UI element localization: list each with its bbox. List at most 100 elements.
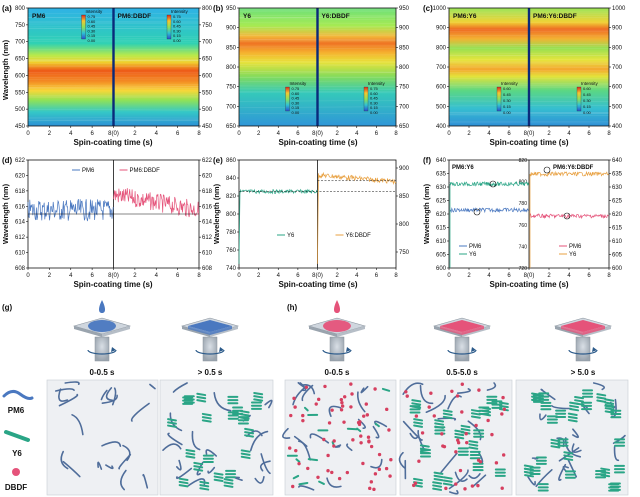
x-tick-label: 2 xyxy=(547,273,551,279)
dbdf-dot xyxy=(455,394,460,398)
y-tick-label: 840 xyxy=(226,176,237,182)
dbdf-dot xyxy=(366,435,371,439)
pm6-chain xyxy=(142,473,149,489)
line-panel-e: (e) 0 2 4 6 8(0) 2 4 6 8 860 840 820 800 780 760 740 900 8… xyxy=(212,156,410,289)
dbdf-dot xyxy=(460,410,464,414)
pm6-chain xyxy=(207,466,216,474)
y6-rod xyxy=(498,401,509,405)
dbdf-dot xyxy=(350,392,354,396)
y-tick-label-right: 600 xyxy=(612,266,623,272)
y6-rod xyxy=(178,477,189,481)
spin-stage-side xyxy=(309,326,337,337)
y-tick-label: 800 xyxy=(15,6,26,12)
y6-rod xyxy=(567,415,578,420)
x-tick-label: 8 xyxy=(607,273,611,279)
y-tick-label: 605 xyxy=(436,253,447,259)
y6-rod xyxy=(604,410,615,414)
dbdf-dot xyxy=(463,487,467,491)
x-tick-label: 8 xyxy=(197,131,201,137)
y-tick-label-right: 750 xyxy=(202,23,213,29)
axis-indicator-circle xyxy=(543,166,551,174)
dbdf-dot xyxy=(340,400,344,405)
pm6-chain xyxy=(254,476,265,484)
y-tick-label-right: 950 xyxy=(399,6,410,12)
y-tick-label: 860 xyxy=(226,158,237,164)
y6-rod xyxy=(185,455,196,459)
left-sample-label: PM6:Y6 xyxy=(453,13,477,20)
colorbar-tick-label: 0.60 xyxy=(292,91,301,96)
solution-puddle xyxy=(88,320,116,332)
y6-rod xyxy=(193,461,204,466)
legend-label: Y6:DBDF xyxy=(346,233,372,239)
dbdf-dot xyxy=(420,431,425,435)
heatmap-divider xyxy=(527,8,531,126)
pm6-chain xyxy=(149,383,156,390)
stage-label: 0-0.5 s xyxy=(90,368,115,377)
pm6-chain xyxy=(456,388,471,395)
dbdf-dot xyxy=(478,460,483,464)
y-tick-label: 600 xyxy=(436,266,447,272)
y6-rod xyxy=(470,415,481,419)
pm6-chain xyxy=(447,395,462,410)
series-pm6 xyxy=(27,199,114,222)
x-axis-label: Spin-coating time (s) xyxy=(278,280,357,289)
y-tick-label-right: 900 xyxy=(612,26,623,32)
right-sample-label: PM6:Y6:DBDF xyxy=(553,165,594,171)
legend-label: PM6 xyxy=(469,244,482,250)
y-tick-label: 616 xyxy=(15,204,26,210)
x-axis-label-a: Spin-coating time (s) xyxy=(73,138,152,147)
y6-rod xyxy=(356,427,362,433)
x-tick-label: 0 xyxy=(447,131,451,137)
panel-tag: (a) xyxy=(2,4,12,13)
dbdf-dot xyxy=(432,414,436,418)
pm6-chain xyxy=(175,459,182,471)
y-tick-label-right: 500 xyxy=(612,104,623,110)
y-tick-label-right: 550 xyxy=(202,90,213,96)
series-pm6-dbdf xyxy=(529,213,609,220)
spin-shaft xyxy=(454,336,470,362)
pm6-chain xyxy=(246,430,263,438)
series-y6-dbdf xyxy=(529,170,609,178)
pm6-chain xyxy=(264,399,273,409)
dbdf-dot xyxy=(405,394,409,398)
y-tick-label-right: 622 xyxy=(202,158,213,164)
pm6-chain xyxy=(372,425,380,439)
y6-rod xyxy=(460,428,471,432)
y6-rod xyxy=(295,458,301,463)
dbdf-dot xyxy=(377,452,382,457)
dbdf-dot xyxy=(440,432,444,436)
y6-rod xyxy=(468,443,479,447)
pm6-chain xyxy=(175,467,193,480)
y6-rod xyxy=(596,393,607,397)
y6-rod xyxy=(413,418,424,422)
y-tick-label: 625 xyxy=(436,199,447,205)
morphology-box-4 xyxy=(398,379,513,496)
y6-rod xyxy=(432,481,443,485)
pm6-chain xyxy=(71,414,84,436)
dbdf-dot xyxy=(340,404,345,408)
dbdf-dot xyxy=(442,444,447,449)
y-tick-label-right: 612 xyxy=(202,235,213,241)
panel-tag: (e) xyxy=(213,156,223,165)
y6-rod xyxy=(442,479,453,483)
dbdf-dot xyxy=(294,448,298,453)
rotation-arrow-icon xyxy=(447,349,477,355)
pm6-chain xyxy=(282,427,291,439)
y6-rod xyxy=(411,405,422,409)
colorbar-gradient xyxy=(166,14,172,40)
dbdf-dot xyxy=(367,440,371,444)
y-tick-label-right: 616 xyxy=(202,204,213,210)
y6-rod xyxy=(185,452,196,456)
y6-rod xyxy=(199,480,210,485)
y6-rod xyxy=(201,419,212,423)
dbdf-dot xyxy=(297,461,301,466)
y6-rod xyxy=(199,487,210,491)
y6-rod xyxy=(185,448,196,453)
dbdf-dot xyxy=(500,412,504,416)
panel-tag: (d) xyxy=(2,156,13,165)
panel-tag-g: (g) xyxy=(2,303,13,312)
colorbar-title: Intensity xyxy=(290,81,308,86)
right-sample-label: Y6:DBDF xyxy=(322,13,350,20)
heatmap-divider xyxy=(112,8,115,126)
legend-label: Y6 xyxy=(469,252,477,258)
